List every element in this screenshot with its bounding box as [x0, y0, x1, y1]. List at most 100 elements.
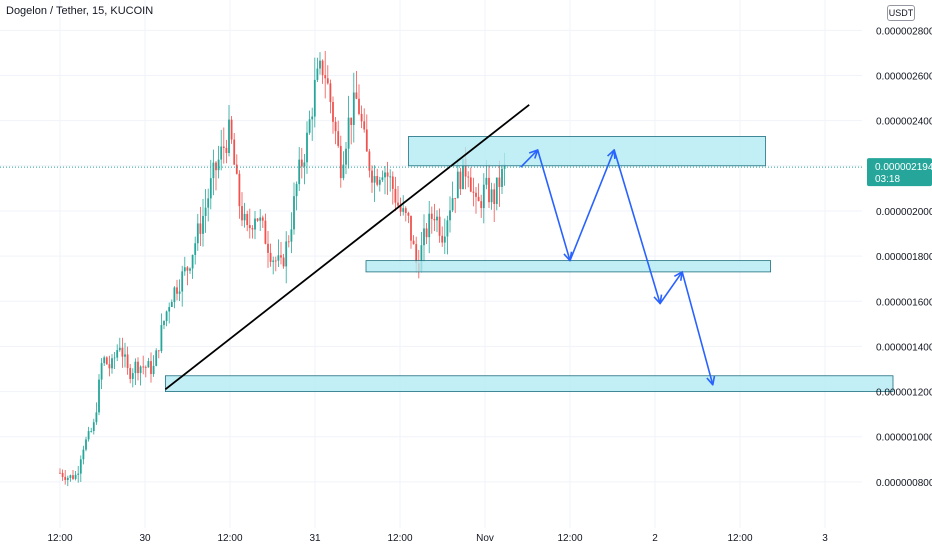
candle-body — [168, 307, 171, 312]
x-tick-label: 12:00 — [387, 533, 412, 544]
candle-body — [433, 218, 436, 221]
candle-body — [259, 217, 262, 221]
projection-arrowhead — [653, 294, 663, 305]
support-resistance-zones[interactable] — [164, 136, 894, 392]
candle-body — [449, 210, 451, 221]
candle-body — [173, 287, 176, 302]
candle-body — [92, 422, 95, 432]
candle-body — [118, 347, 121, 351]
trendline[interactable] — [164, 104, 530, 391]
candle-body — [376, 176, 379, 185]
candle-body — [87, 431, 90, 440]
candle-body — [493, 189, 496, 205]
candle-body — [384, 172, 386, 178]
x-tick-label: 31 — [309, 533, 321, 544]
candle-body — [498, 177, 501, 187]
candle-body — [225, 147, 228, 154]
candle-body — [157, 350, 160, 352]
projection-arrowhead — [528, 149, 539, 159]
candle-body — [186, 267, 189, 271]
candle-body — [347, 117, 350, 149]
candle-body — [469, 177, 472, 192]
y-tick-label: 0.000001000 — [876, 433, 932, 444]
candle-body — [485, 177, 488, 185]
candle-body — [246, 213, 249, 226]
candle-body — [144, 366, 147, 368]
x-tick-label: 3 — [822, 533, 828, 544]
candle-body — [121, 347, 124, 357]
candle-body — [79, 459, 82, 474]
candle-body — [181, 271, 184, 292]
candle-body — [113, 357, 116, 359]
candle-body — [363, 121, 366, 130]
x-tick-label: 2 — [652, 533, 658, 544]
candle-body — [178, 291, 181, 294]
y-tick-label: 0.000001800 — [876, 252, 932, 263]
candle-body — [280, 255, 282, 258]
candle-body — [425, 228, 428, 238]
candle-body — [267, 243, 269, 253]
currency-button[interactable]: USDT — [887, 5, 915, 21]
candle-body — [394, 188, 397, 203]
y-tick-label: 0.000002000 — [876, 207, 932, 218]
candle-body — [152, 365, 155, 375]
candle-body — [277, 255, 280, 261]
candle-body — [443, 236, 446, 243]
candle-body — [454, 198, 457, 199]
candle-body — [285, 241, 288, 267]
candle-body — [98, 379, 100, 413]
candle-body — [222, 146, 225, 148]
y-tick-label: 0.000002600 — [876, 71, 932, 82]
candle-body — [332, 102, 334, 122]
candle-body — [155, 350, 158, 366]
candle-body — [428, 213, 431, 238]
candles — [59, 50, 506, 487]
candle-body — [381, 177, 384, 180]
candle-body — [72, 475, 74, 479]
candle-body — [397, 202, 399, 206]
last-price-label: 0.000002194 — [875, 162, 932, 173]
candle-body — [358, 98, 360, 114]
candle-body — [477, 196, 480, 202]
candle-body — [254, 218, 256, 230]
drawings[interactable] — [0, 104, 862, 391]
candle-body — [165, 311, 168, 322]
candle-body — [355, 92, 358, 99]
candle-body — [371, 170, 373, 183]
candle-body — [441, 235, 444, 243]
candle-body — [85, 439, 87, 450]
zone-rectangle-3[interactable] — [164, 375, 894, 392]
chart-title: Dogelon / Tether, 15, KUCOIN — [6, 5, 154, 17]
candle-body — [313, 79, 316, 117]
candle-body — [293, 196, 295, 230]
candle-body — [61, 472, 64, 477]
candle-body — [430, 213, 433, 219]
candle-body — [90, 431, 93, 432]
candle-body — [95, 412, 98, 423]
candle-body — [342, 164, 345, 179]
candle-body — [272, 260, 275, 262]
candle-body — [456, 171, 459, 199]
zone-rectangle-2[interactable] — [365, 260, 772, 273]
candle-body — [235, 164, 238, 174]
candle-body — [137, 361, 139, 374]
y-tick-label: 0.000001600 — [876, 297, 932, 308]
projection-arrowhead — [563, 251, 573, 262]
candle-body — [215, 162, 217, 171]
candle-body — [436, 216, 438, 221]
candle-body — [298, 159, 301, 185]
candle-body — [204, 207, 207, 216]
candle-body — [134, 361, 137, 374]
candle-body — [74, 474, 77, 479]
candle-body — [446, 220, 449, 237]
candle-body — [360, 113, 363, 122]
candle-body — [316, 68, 319, 80]
candle-body — [220, 146, 223, 160]
axes: 0.000002800 0.000002600 0.000002400 0.00000… — [47, 26, 932, 544]
candle-body — [217, 159, 220, 171]
zone-rectangle-1[interactable] — [408, 136, 766, 167]
candle-body — [248, 225, 251, 229]
candle-body — [207, 198, 210, 208]
